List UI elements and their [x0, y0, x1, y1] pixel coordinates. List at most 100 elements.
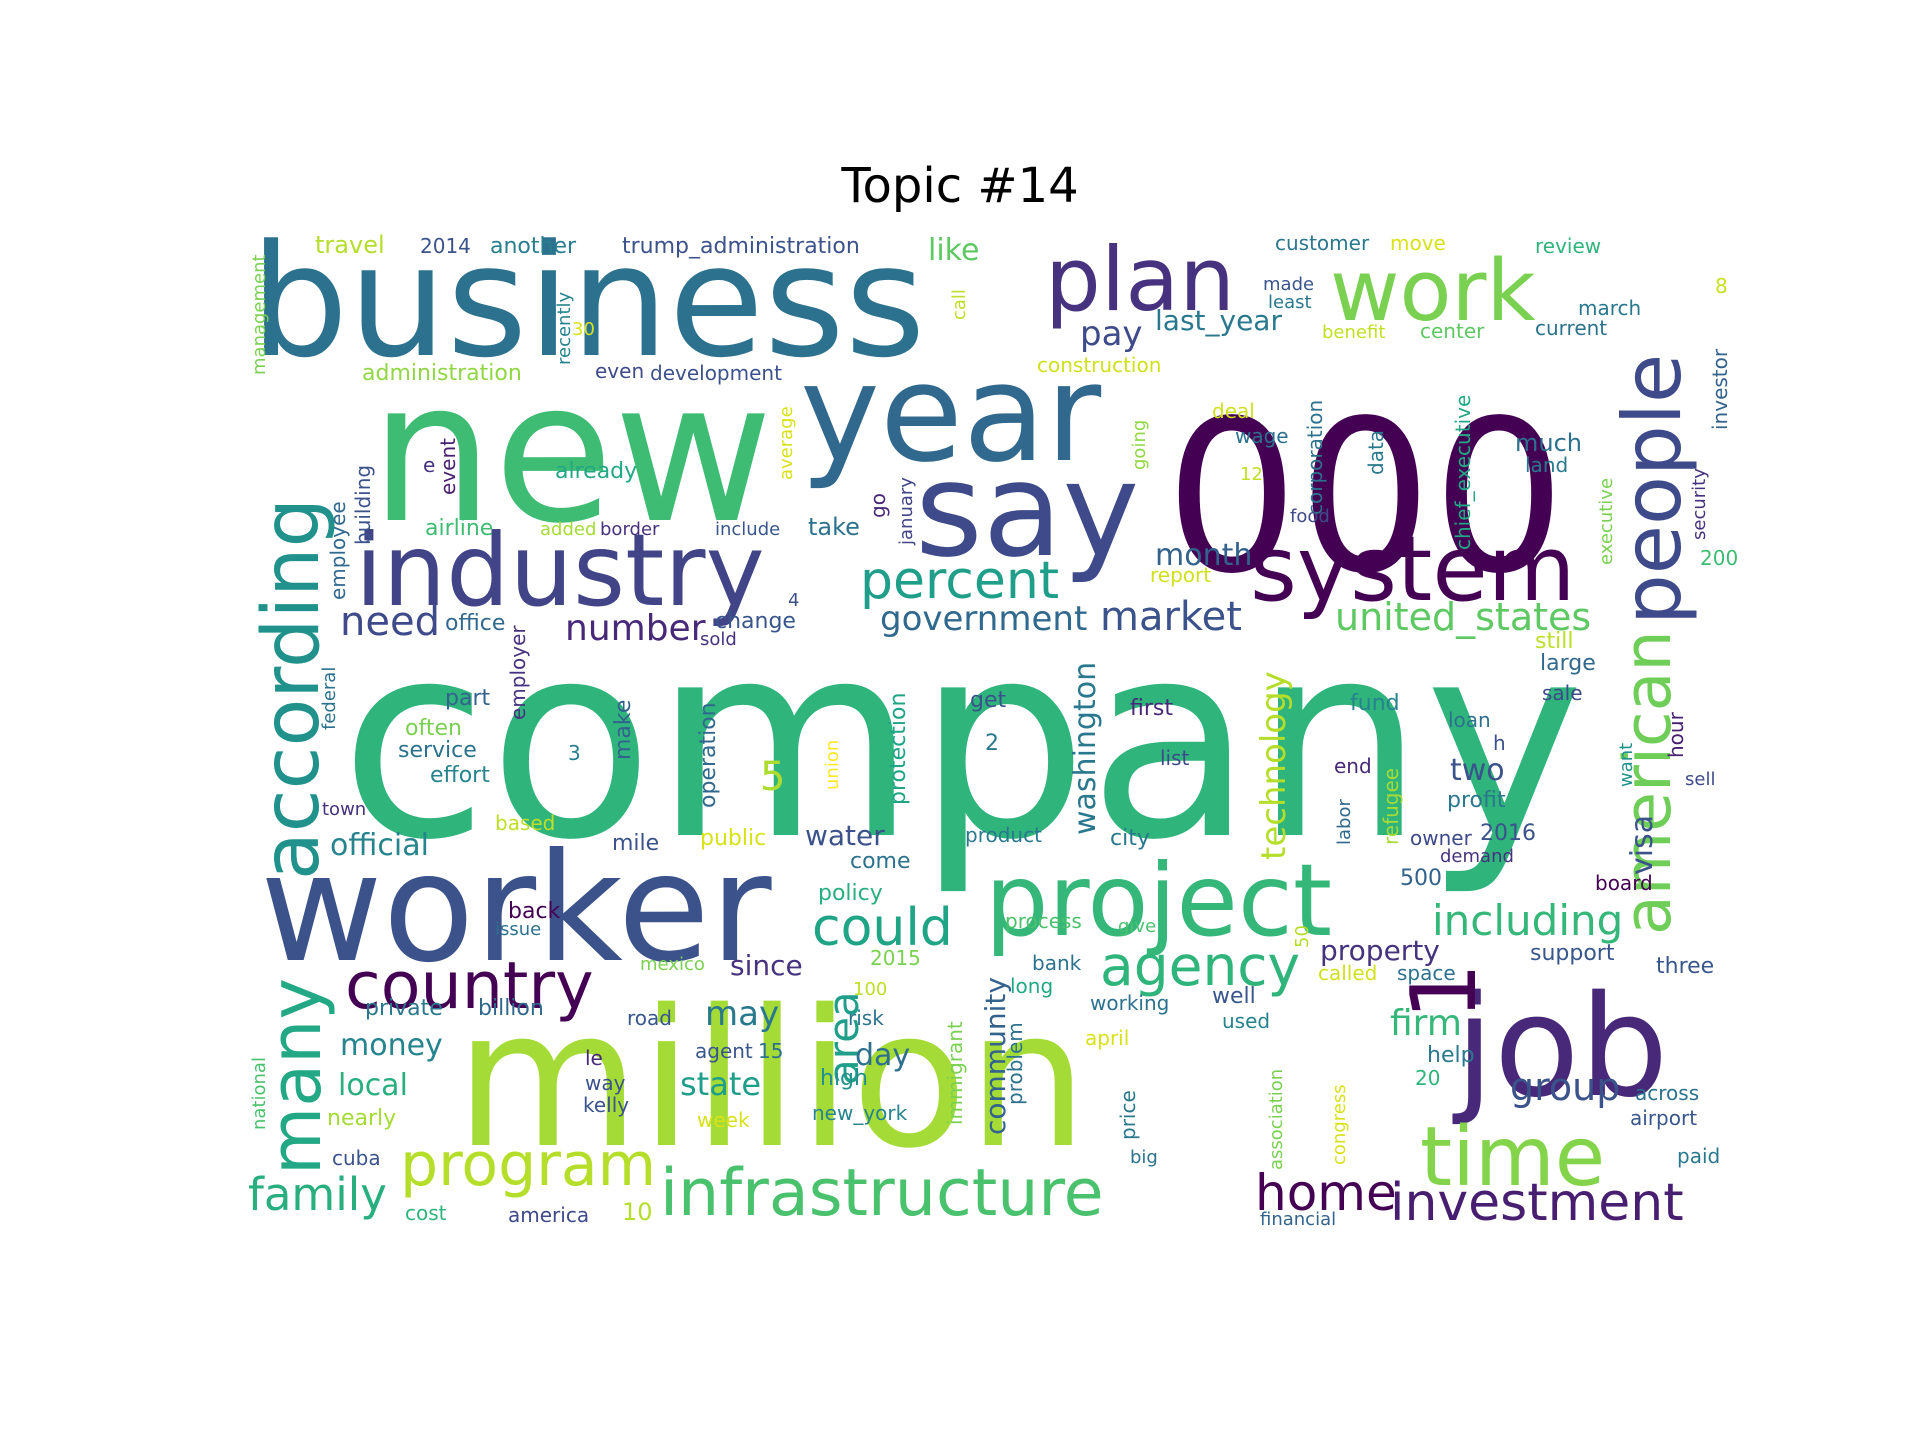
- word-still: still: [1535, 629, 1573, 654]
- word-airport: airport: [1630, 1106, 1697, 1130]
- word-fund: fund: [1350, 691, 1400, 716]
- word-move: move: [1390, 231, 1446, 255]
- word-market: market: [1100, 594, 1242, 640]
- word-refugee: refugee: [1379, 768, 1403, 845]
- word-well: well: [1212, 984, 1256, 1009]
- word-operation: operation: [696, 702, 721, 808]
- word-demand: demand: [1440, 846, 1514, 867]
- word-infrastructure: infrastructure: [660, 1156, 1104, 1231]
- word-chief-executive: chief_executive: [1451, 395, 1475, 550]
- word-30: 30: [572, 319, 595, 340]
- word-200: 200: [1700, 546, 1738, 570]
- word-review: review: [1535, 234, 1601, 258]
- word-first: first: [1130, 696, 1173, 721]
- word-center: center: [1420, 319, 1485, 343]
- word-firm: firm: [1390, 1003, 1462, 1044]
- word-policy: policy: [818, 881, 883, 906]
- word-job: job: [1452, 966, 1668, 1129]
- word-travel: travel: [315, 231, 385, 259]
- word-system: system: [1250, 517, 1575, 622]
- word-could: could: [812, 898, 953, 958]
- word-often: often: [405, 716, 462, 741]
- word-protection: protection: [886, 693, 911, 805]
- word-part: part: [445, 686, 490, 711]
- word-business: business: [250, 211, 926, 392]
- word-le: le: [585, 1046, 603, 1070]
- word-road: road: [627, 1006, 672, 1030]
- word-administration: administration: [362, 361, 522, 386]
- word-deal: deal: [1212, 399, 1255, 423]
- word-10: 10: [622, 1198, 653, 1226]
- word-15: 15: [758, 1039, 783, 1063]
- word-include: include: [715, 519, 780, 540]
- word-last-year: last_year: [1155, 304, 1282, 337]
- word-effort: effort: [430, 763, 490, 788]
- word-used: used: [1222, 1009, 1270, 1033]
- word-new-york: new_york: [812, 1101, 908, 1125]
- word-sale: sale: [1542, 681, 1583, 705]
- word-much: much: [1515, 429, 1582, 457]
- word-recently: recently: [554, 291, 575, 365]
- word-2014: 2014: [420, 234, 471, 258]
- word-country: country: [345, 949, 594, 1024]
- word-plan: plan: [1045, 228, 1235, 331]
- word-investor: investor: [1708, 348, 1732, 430]
- word-bank: bank: [1032, 951, 1082, 975]
- word-land: land: [1525, 453, 1568, 477]
- word-trump-administration: trump_administration: [622, 234, 860, 259]
- word-since: since: [730, 949, 803, 982]
- word-least: least: [1268, 292, 1312, 313]
- word-come: come: [850, 849, 911, 874]
- word-water: water: [805, 819, 885, 852]
- word-family: family: [248, 1168, 387, 1221]
- word-work: work: [1330, 242, 1536, 341]
- word-cost: cost: [405, 1201, 447, 1225]
- word-board: board: [1595, 871, 1653, 895]
- word-mexico: mexico: [640, 954, 705, 975]
- word-way: way: [585, 1071, 626, 1095]
- word-united-states: united_states: [1335, 595, 1591, 639]
- word-take: take: [808, 513, 860, 541]
- word-3: 3: [568, 741, 581, 765]
- word-another: another: [490, 234, 577, 259]
- word-immigrant: immigrant: [943, 1021, 967, 1125]
- word-security: security: [1689, 468, 1710, 540]
- word-week: week: [697, 1108, 750, 1132]
- word-20: 20: [1415, 1066, 1440, 1090]
- word-visa: visa: [1625, 815, 1660, 875]
- word-call: call: [949, 289, 970, 320]
- word-building: building: [351, 465, 375, 545]
- word-sell: sell: [1685, 769, 1715, 790]
- word-america: america: [508, 1203, 589, 1227]
- word-community: community: [979, 977, 1012, 1135]
- word-100: 100: [853, 979, 887, 1000]
- word-product: product: [965, 823, 1042, 847]
- word-airline: airline: [425, 516, 493, 541]
- word-risk: risk: [848, 1006, 884, 1030]
- word-corporation: corporation: [1303, 400, 1327, 515]
- word-technology: technology: [1254, 671, 1294, 860]
- word-service: service: [398, 738, 477, 763]
- word-agent: agent: [695, 1039, 753, 1063]
- word-500: 500: [1400, 866, 1442, 891]
- word-mile: mile: [612, 831, 659, 856]
- word-border: border: [600, 519, 660, 540]
- word-h: h: [1493, 731, 1506, 755]
- word-report: report: [1150, 563, 1211, 587]
- word-construction: construction: [1037, 353, 1161, 377]
- word-employee: employee: [326, 501, 350, 600]
- word-investment: investment: [1390, 1173, 1684, 1233]
- word-2016: 2016: [1480, 821, 1536, 846]
- word-property: property: [1320, 934, 1440, 967]
- word-price: price: [1116, 1090, 1140, 1140]
- word-employer: employer: [506, 625, 530, 720]
- word-long: long: [1010, 974, 1053, 998]
- word-average: average: [776, 406, 797, 480]
- word-town: town: [322, 799, 366, 820]
- word-march: march: [1578, 296, 1641, 320]
- word-money: money: [340, 1028, 443, 1063]
- word-e: e: [423, 453, 435, 477]
- word-kelly: kelly: [583, 1093, 629, 1117]
- word-nearly: nearly: [327, 1106, 396, 1131]
